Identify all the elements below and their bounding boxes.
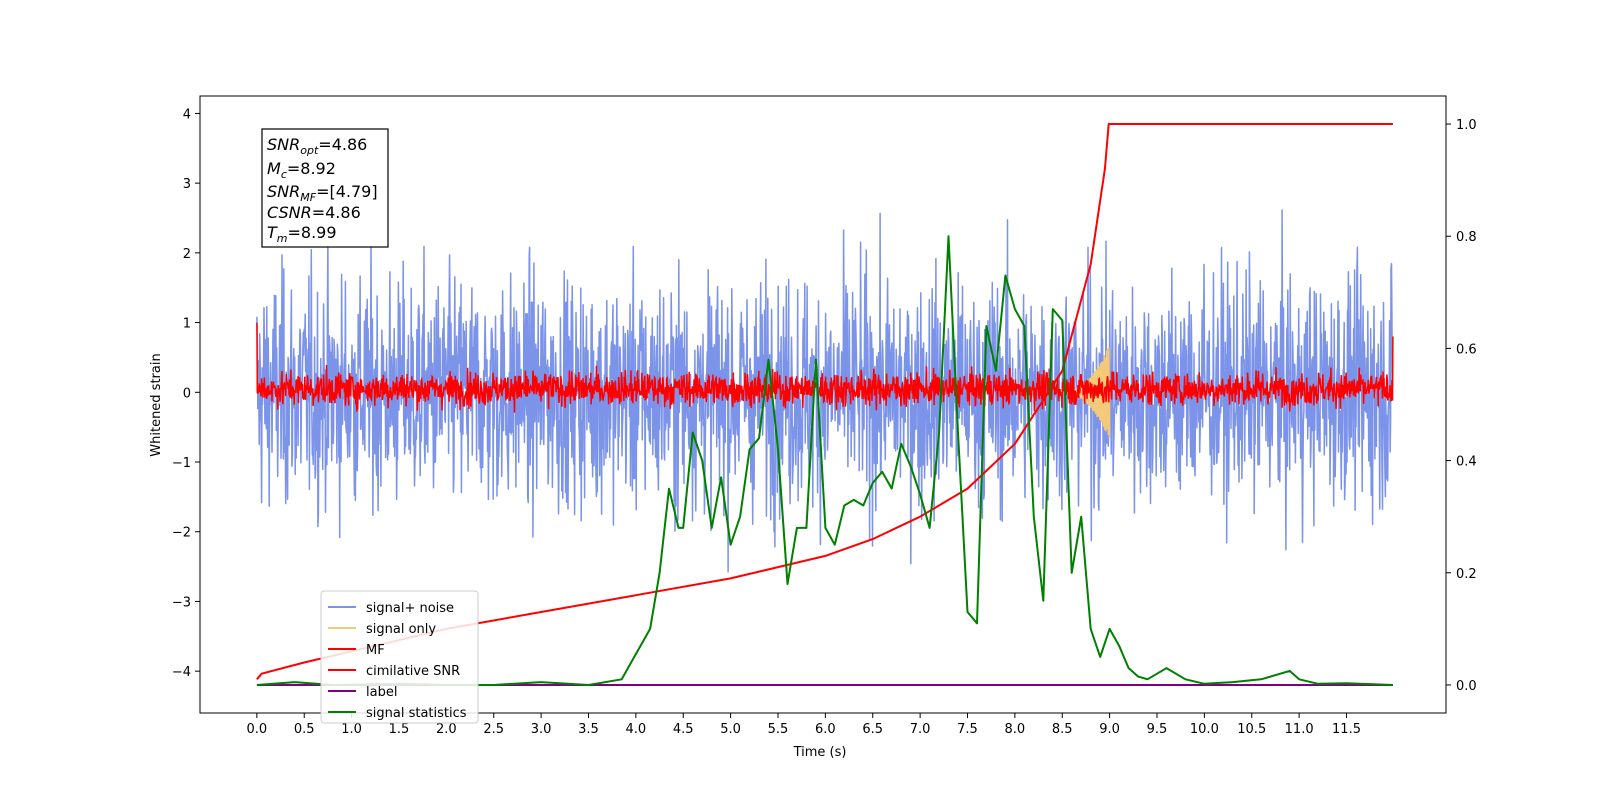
x-tick-label: 0.0: [247, 722, 268, 737]
snr-mf-base: SNR: [267, 182, 300, 201]
x-tick-label: 1.5: [389, 722, 410, 737]
y2-tick-label: 0.6: [1456, 342, 1477, 357]
x-axis-ticks: 0.0 0.5 1.0 1.5 2.0 2.5 3.0 3.5 4.0 4.5 5.0 5.5 6.0 6…: [247, 713, 1361, 737]
mc-value: =8.92: [287, 159, 336, 178]
legend-frame: [320, 590, 479, 724]
x-tick-label: 6.5: [862, 722, 883, 737]
y2-axis-ticks: 1.0 0.8 0.6 0.4 0.2 0.0: [1446, 118, 1477, 694]
y2-tick-label: 0.8: [1456, 230, 1477, 245]
x-tick-label: 9.5: [1147, 722, 1168, 737]
y2-tick-label: 0.2: [1456, 567, 1477, 582]
x-tick-label: 4.5: [673, 722, 694, 737]
x-tick-label: 5.0: [720, 722, 741, 737]
x-tick-label: 10.5: [1237, 722, 1266, 737]
x-tick-label: 7.5: [957, 722, 978, 737]
x-tick-label: 8.5: [1052, 722, 1073, 737]
annotation-snr-opt: SNRopt=4.86: [267, 135, 367, 157]
annotation-csnr: CSNR=4.86: [267, 203, 361, 222]
x-axis-label: Time (s): [793, 745, 847, 760]
snr-annotation-box: SNRopt=4.86 Mc=8.92 SNRMF=[4.79] CSNR=4.…: [261, 128, 389, 248]
legend: signal+ noise signal only MF cimilative SNR…: [320, 590, 479, 724]
y2-tick-label: 0.4: [1456, 455, 1477, 470]
annotation-frame: [261, 128, 389, 248]
x-tick-label: 8.0: [1005, 722, 1026, 737]
x-tick-label: 2.5: [483, 722, 504, 737]
y-axis-ticks: 4 3 2 1 0 −1 −2 −3 −4: [172, 107, 200, 680]
y2-tick-label: 0.0: [1456, 679, 1477, 694]
x-tick-label: 2.0: [436, 722, 457, 737]
legend-entry-label: signal only: [366, 622, 436, 637]
legend-entry-label: cimilative SNR: [366, 664, 460, 679]
snr-opt-value: =4.86: [318, 135, 367, 154]
signal-noise-layer: [256, 209, 1394, 573]
signal-noise-line: [256, 209, 1394, 573]
legend-entry-label: MF: [366, 643, 385, 658]
csnr-value: =4.86: [312, 203, 361, 222]
x-tick-label: 3.0: [531, 722, 552, 737]
snr-mf-value: =[4.79]: [316, 182, 378, 201]
y-tick-label: −1: [172, 456, 191, 471]
signal-statistics-line: [256, 235, 1393, 686]
x-tick-label: 1.0: [341, 722, 362, 737]
annotation-tm: Tm=8.99: [267, 223, 337, 245]
y-tick-label: 4: [183, 107, 191, 122]
csnr-base: CSNR: [267, 203, 312, 222]
y-tick-label: −4: [172, 665, 191, 680]
snr-opt-base: SNR: [267, 135, 300, 154]
y-tick-label: 0: [183, 386, 191, 401]
mc-sub: c: [281, 168, 287, 181]
x-tick-label: 10.0: [1190, 722, 1219, 737]
legend-entry-label: label: [366, 685, 397, 700]
x-tick-label: 11.0: [1285, 722, 1314, 737]
y-tick-label: 2: [183, 247, 191, 262]
y-axis-label: Whitened strain: [149, 353, 164, 456]
plot-frame: [199, 95, 1447, 714]
tm-sub: m: [277, 232, 288, 245]
x-tick-label: 7.0: [910, 722, 931, 737]
x-tick-label: 0.5: [294, 722, 315, 737]
y-tick-label: −2: [172, 526, 191, 541]
annotation-mc: Mc=8.92: [267, 159, 336, 181]
legend-entry-label: signal statistics: [366, 706, 467, 721]
annotation-snr-mf: SNRMF=[4.79]: [267, 182, 378, 204]
x-tick-label: 9.0: [1099, 722, 1120, 737]
y-tick-label: 3: [183, 177, 191, 192]
x-tick-label: 4.0: [626, 722, 647, 737]
y-tick-label: −3: [172, 595, 191, 610]
legend-entry-label: signal+ noise: [366, 601, 454, 616]
x-tick-label: 6.0: [815, 722, 836, 737]
snr-mf-sub: MF: [300, 191, 316, 204]
y-tick-label: 1: [183, 317, 191, 332]
y2-tick-label: 1.0: [1456, 118, 1477, 133]
mc-base: M: [267, 159, 281, 178]
tm-value: =8.99: [288, 223, 337, 242]
x-tick-label: 3.5: [578, 722, 599, 737]
mf-layer: [256, 322, 1394, 413]
x-tick-label: 5.5: [768, 722, 789, 737]
x-tick-label: 11.5: [1332, 722, 1361, 737]
tm-base: T: [267, 223, 278, 242]
mf-line: [256, 322, 1394, 413]
snr-opt-sub: opt: [300, 144, 319, 157]
legend-entries: signal+ noise signal only MF cimilative SNR…: [328, 601, 467, 721]
